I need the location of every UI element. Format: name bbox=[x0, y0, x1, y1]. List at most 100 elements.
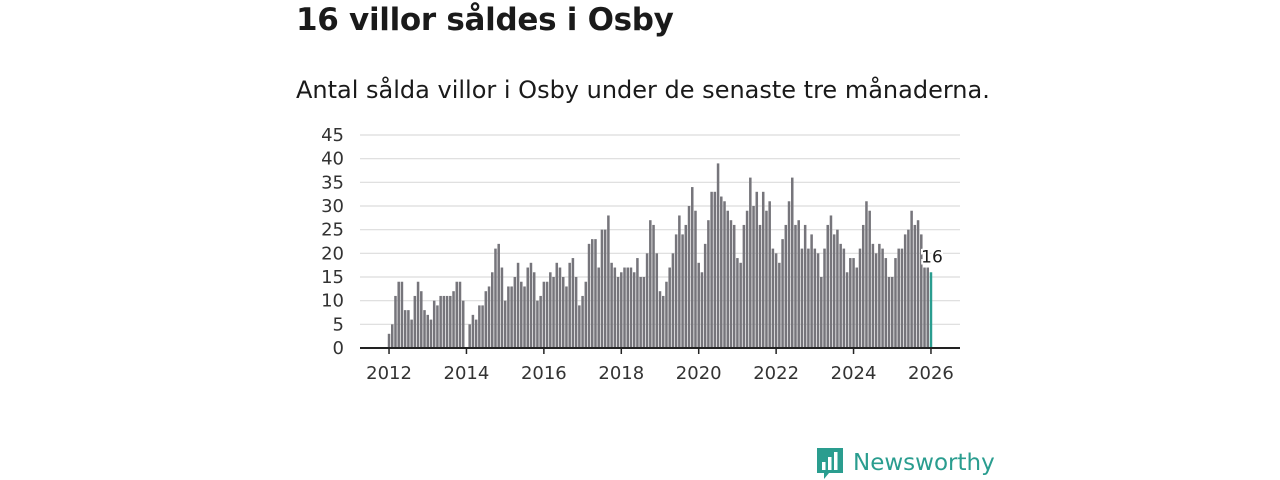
x-tick-label: 2016 bbox=[521, 363, 567, 384]
bar bbox=[552, 277, 555, 348]
bar bbox=[574, 277, 578, 348]
bar bbox=[561, 277, 565, 348]
bar bbox=[523, 286, 526, 348]
bar bbox=[500, 267, 504, 348]
bar bbox=[710, 191, 713, 348]
bar bbox=[397, 281, 400, 348]
x-tick-label: 2012 bbox=[366, 363, 412, 384]
bar bbox=[665, 281, 668, 348]
bar bbox=[471, 314, 475, 348]
bar bbox=[720, 196, 723, 348]
y-tick-label: 35 bbox=[321, 172, 344, 193]
bar bbox=[436, 305, 439, 348]
bar bbox=[871, 243, 875, 348]
bar bbox=[832, 234, 836, 348]
bar bbox=[387, 333, 391, 348]
bar bbox=[794, 224, 797, 348]
bar bbox=[484, 291, 488, 348]
x-tick-label: 2020 bbox=[676, 363, 722, 384]
bar bbox=[920, 234, 923, 348]
bar bbox=[545, 281, 549, 348]
bar bbox=[468, 324, 471, 348]
bar bbox=[542, 281, 546, 348]
bar bbox=[445, 295, 449, 348]
bar bbox=[703, 243, 707, 348]
bar bbox=[507, 286, 510, 348]
bar bbox=[813, 248, 817, 348]
bar bbox=[861, 224, 865, 348]
bar bbox=[555, 262, 559, 348]
bar bbox=[700, 272, 704, 348]
bar bbox=[503, 300, 507, 348]
y-tick-label: 15 bbox=[321, 267, 344, 288]
bar bbox=[452, 291, 455, 348]
bar bbox=[778, 262, 781, 348]
bar bbox=[900, 248, 904, 348]
bar bbox=[568, 262, 571, 348]
bar bbox=[681, 234, 684, 348]
bar bbox=[874, 253, 878, 348]
brand-name: Newsworthy bbox=[853, 450, 995, 476]
bars bbox=[387, 163, 933, 348]
bar bbox=[394, 295, 397, 348]
bar bbox=[887, 277, 891, 348]
bar bbox=[797, 220, 800, 348]
bar bbox=[416, 281, 420, 348]
chart-title: 16 villor såldes i Osby bbox=[296, 2, 674, 38]
bar bbox=[600, 229, 604, 348]
bar bbox=[807, 248, 810, 348]
bar bbox=[913, 224, 917, 348]
bar bbox=[678, 215, 681, 348]
bar bbox=[745, 210, 749, 348]
bar bbox=[429, 319, 433, 348]
bar bbox=[645, 253, 649, 348]
bar bbox=[800, 248, 804, 348]
bar-chart-speech-icon bbox=[817, 448, 843, 479]
bar bbox=[810, 234, 813, 348]
bar bbox=[652, 224, 655, 348]
bar bbox=[490, 272, 494, 348]
highlight-value-label: 16 bbox=[921, 247, 943, 267]
bar bbox=[458, 281, 462, 348]
bar bbox=[697, 262, 700, 348]
bar bbox=[674, 234, 678, 348]
bar bbox=[787, 201, 791, 348]
bar bbox=[761, 191, 765, 348]
bar bbox=[823, 248, 826, 348]
x-tick-label: 2024 bbox=[831, 363, 877, 384]
bar bbox=[391, 324, 394, 348]
bar bbox=[449, 295, 452, 348]
x-tick-label: 2026 bbox=[908, 363, 954, 384]
bar bbox=[716, 163, 720, 348]
bar bbox=[442, 295, 446, 348]
bar bbox=[765, 210, 768, 348]
bar bbox=[403, 310, 407, 348]
bar bbox=[520, 281, 523, 348]
bar bbox=[549, 272, 552, 348]
bar bbox=[420, 291, 423, 348]
bar bbox=[836, 229, 839, 348]
bar bbox=[603, 229, 607, 348]
bar bbox=[884, 258, 888, 348]
bar bbox=[723, 201, 726, 348]
bar bbox=[642, 277, 646, 348]
y-tick-label: 10 bbox=[321, 291, 344, 312]
y-tick-label: 25 bbox=[321, 220, 344, 241]
y-tick-label: 45 bbox=[321, 125, 344, 146]
bar bbox=[829, 215, 833, 348]
bar bbox=[842, 248, 846, 348]
bar bbox=[455, 281, 459, 348]
y-tick-label: 5 bbox=[333, 314, 344, 335]
bar bbox=[639, 277, 642, 348]
bar bbox=[845, 272, 849, 348]
bar bbox=[594, 239, 597, 348]
brand-logo[interactable]: Newsworthy bbox=[815, 446, 995, 480]
y-tick-label: 0 bbox=[333, 338, 344, 359]
bar bbox=[923, 267, 926, 348]
bar bbox=[632, 272, 636, 348]
bar bbox=[707, 220, 710, 348]
y-tick-label: 30 bbox=[321, 196, 344, 217]
chart-subtitle: Antal sålda villor i Osby under de senas… bbox=[296, 76, 990, 104]
bar bbox=[687, 206, 691, 348]
